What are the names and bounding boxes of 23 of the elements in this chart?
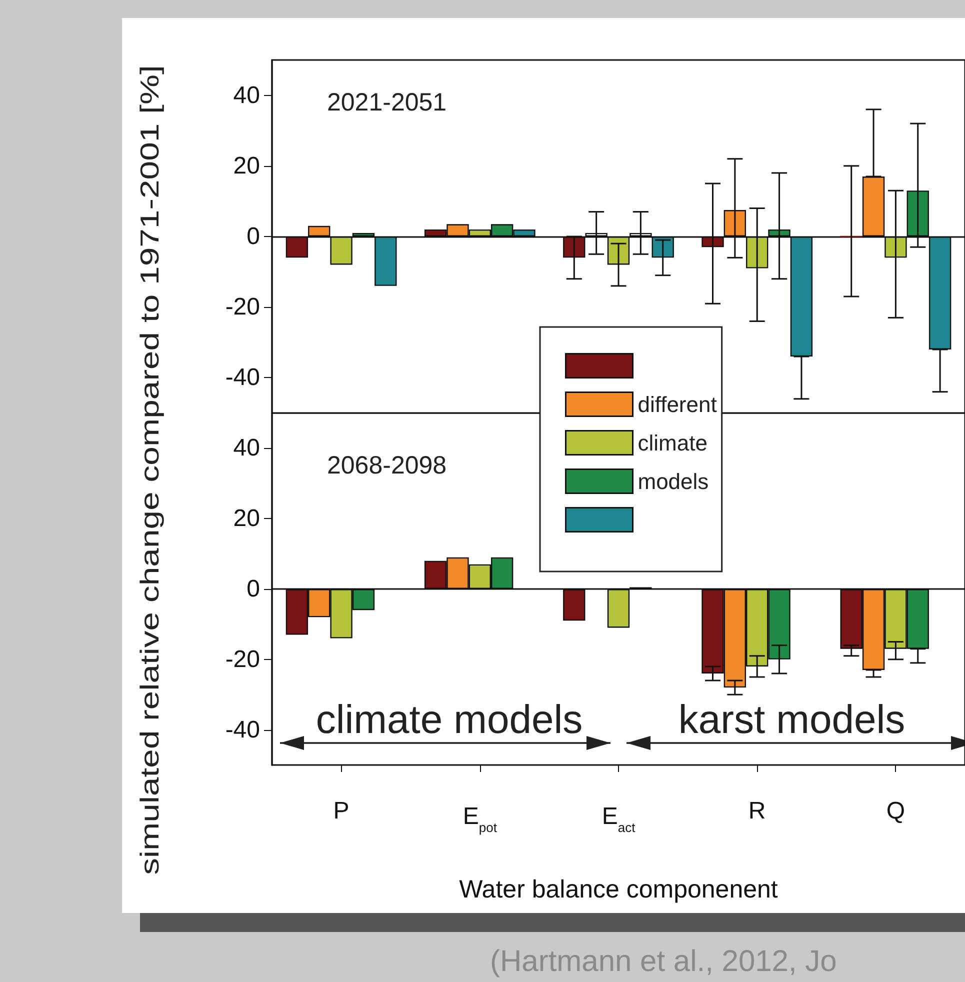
y-tick-label: -40 [225,716,260,744]
y-tick-label: -20 [225,294,260,321]
y-tick-label: 0 [246,223,260,250]
y-tick-label: -40 [225,364,260,392]
annotation: climate models [316,698,583,742]
x-tick-label: P [333,798,350,824]
legend-label: different [638,392,717,417]
y-tick-label: 0 [246,576,260,602]
legend-label: models [638,468,709,494]
y-tick-label: 40 [233,82,260,109]
x-tick-label: Q [886,798,906,824]
x-axis-title: Water balance componenent [459,876,778,904]
y-tick-label: 20 [233,152,260,180]
text: (Hartmann et al., 2012, Jo [490,945,837,979]
y-tick-label: 40 [233,434,260,462]
legend-label: climate [638,430,708,456]
annotation: 2068-2098 [327,452,447,480]
x-tick-label: R [748,798,766,824]
y-tick-label: -20 [225,646,260,673]
annotation: 2021-2051 [327,88,447,116]
y-tick-label: 20 [233,505,260,532]
annotation: karst models [678,698,906,742]
y-axis-title: simulated relative change compared to 1971-2001 [%] [134,65,166,875]
